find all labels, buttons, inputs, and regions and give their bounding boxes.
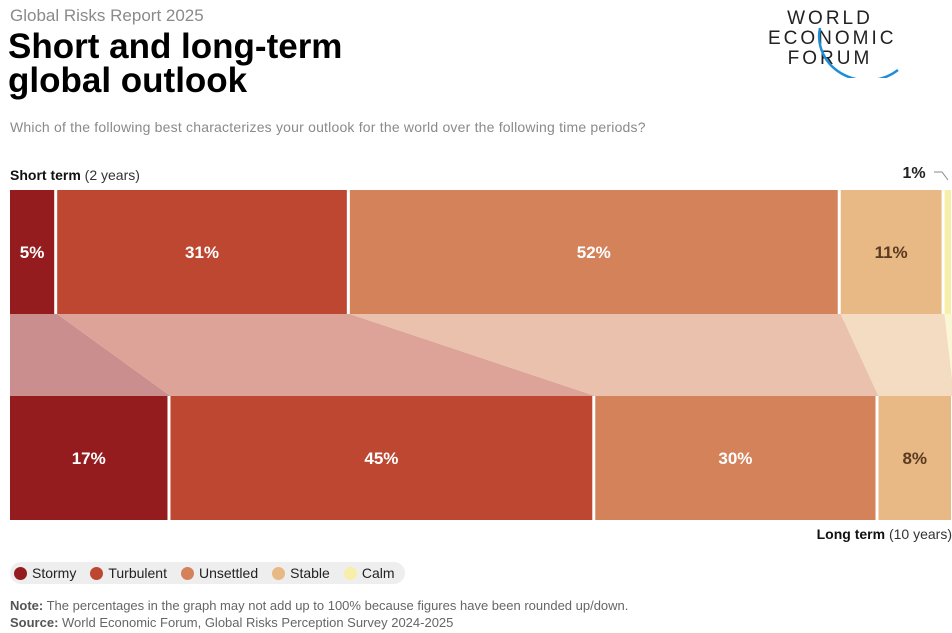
note-text: The percentages in the graph may not add… (43, 598, 629, 613)
long-term-label-turbulent: 45% (364, 449, 398, 468)
long-term-bar-stable (878, 396, 951, 520)
short-term-label-period: (2 years) (80, 167, 140, 183)
legend-label-stable: Stable (290, 565, 330, 581)
legend-item-stable: Stable (272, 565, 330, 581)
page-title: Short and long-term global outlook (8, 27, 528, 100)
footnote: Note: The percentages in the graph may n… (10, 598, 628, 613)
logo-line-1: WORLD (787, 8, 873, 29)
legend-label-unsettled: Unsettled (198, 565, 259, 581)
legend-swatch-unsettled (180, 566, 194, 580)
legend-item-stormy: Stormy (14, 565, 76, 581)
legend-label-calm: Calm (361, 565, 395, 581)
long-term-label-bold: Long term (816, 526, 886, 542)
title-line-1: Short and long-term (8, 27, 343, 66)
long-term-label-stable: 8% (902, 449, 927, 468)
note-label: Note: (10, 598, 44, 613)
legend-swatch-turbulent (90, 566, 104, 580)
legend-item-calm: Calm (343, 565, 395, 581)
short-term-label-bold: Short term (10, 167, 81, 183)
long-term-label-stormy: 17% (72, 449, 106, 468)
long-term-label-period: (10 years) (885, 526, 952, 542)
legend-item-unsettled: Unsettled (180, 565, 259, 581)
flow-band-stable (840, 314, 952, 396)
flow-band-unsettled (349, 314, 879, 396)
report-name: Global Risks Report 2025 (10, 6, 204, 25)
short-term-bar-unsettled (349, 190, 838, 314)
flow-band-stormy (10, 314, 171, 396)
source-line: Source: World Economic Forum, Global Ris… (10, 615, 453, 630)
outlook-chart: 5% 31% 52% 11% 17% 45% 30% 8% 1% (10, 165, 952, 520)
long-term-bar-unsettled (595, 396, 876, 520)
legend-item-turbulent: Turbulent (90, 565, 167, 581)
long-term-label: Long term (10 years) (817, 526, 952, 542)
long-term-label-unsettled: 30% (718, 449, 752, 468)
short-term-bar-stormy (10, 190, 55, 314)
long-term-bar-turbulent (170, 396, 593, 520)
logo-line-2: ECONOMIC (768, 28, 897, 49)
short-term-label-stormy: 5% (20, 243, 45, 262)
legend-swatch-stormy (14, 566, 27, 580)
short-term-bar-calm (944, 190, 951, 314)
logo-line-3: FORUM (788, 48, 873, 69)
flow-band-turbulent (57, 314, 596, 396)
wef-logo: WORLD ECONOMIC FORUM (768, 8, 899, 78)
calm-callout-line (934, 171, 949, 181)
short-term-label: Short term (2 years) (10, 167, 140, 183)
short-term-label-stable: 11% (875, 243, 908, 262)
short-term-bar-stable (840, 190, 942, 314)
source-label: Source: (10, 615, 59, 630)
short-term-label-turbulent: 31% (185, 243, 219, 262)
long-term-bar-stormy (10, 396, 168, 520)
legend-label-turbulent: Turbulent (108, 565, 167, 581)
short-term-bar-turbulent (57, 190, 347, 314)
legend-label-stormy: Stormy (32, 565, 77, 581)
survey-question: Which of the following best characterize… (10, 119, 646, 135)
logo-arc (817, 27, 899, 78)
flow-band-calm (944, 314, 952, 379)
legend: Stormy Turbulent Unsettled Stable Calm (10, 562, 405, 584)
short-term-label-unsettled: 52% (577, 243, 611, 262)
title-line-2: global outlook (8, 61, 248, 100)
legend-swatch-calm (343, 566, 357, 580)
legend-swatch-stable (272, 566, 286, 580)
short-term-label-calm: 1% (902, 165, 925, 182)
source-text: World Economic Forum, Global Risks Perce… (58, 615, 454, 630)
